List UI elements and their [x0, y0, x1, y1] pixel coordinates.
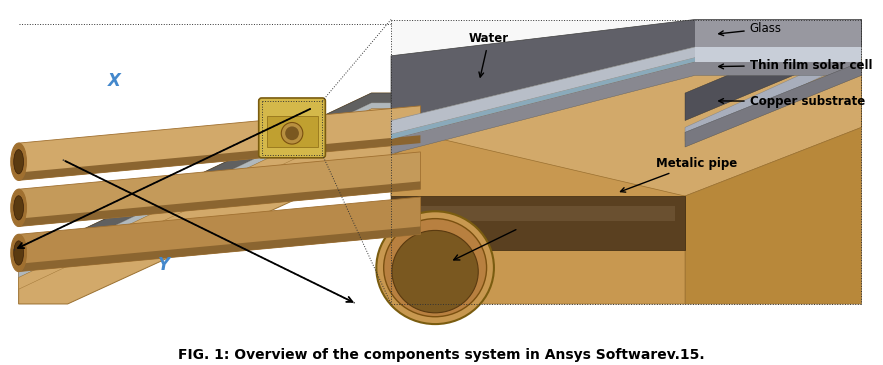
Polygon shape: [685, 47, 862, 141]
Polygon shape: [685, 54, 862, 304]
Text: Y: Y: [158, 256, 170, 274]
Text: Thin film solar cell: Thin film solar cell: [719, 58, 872, 72]
Polygon shape: [695, 19, 862, 47]
Polygon shape: [685, 62, 862, 147]
Ellipse shape: [392, 230, 479, 313]
Ellipse shape: [282, 123, 303, 144]
Ellipse shape: [14, 241, 24, 265]
Ellipse shape: [11, 189, 26, 226]
FancyBboxPatch shape: [259, 98, 325, 158]
Polygon shape: [391, 19, 862, 120]
Polygon shape: [19, 93, 420, 272]
Ellipse shape: [14, 196, 24, 220]
Text: X: X: [109, 72, 121, 90]
Polygon shape: [391, 196, 685, 250]
Text: Glass: Glass: [719, 22, 781, 36]
Ellipse shape: [285, 126, 299, 140]
Polygon shape: [19, 135, 420, 180]
Text: Metalic pipe: Metalic pipe: [621, 157, 737, 192]
Polygon shape: [19, 152, 420, 226]
Polygon shape: [19, 93, 420, 304]
Ellipse shape: [11, 234, 26, 272]
Polygon shape: [391, 127, 685, 304]
Polygon shape: [391, 19, 862, 304]
Polygon shape: [391, 206, 675, 220]
Ellipse shape: [11, 143, 26, 180]
Polygon shape: [19, 109, 420, 289]
Ellipse shape: [376, 211, 494, 324]
Polygon shape: [391, 54, 862, 196]
Ellipse shape: [384, 219, 487, 317]
Polygon shape: [391, 47, 862, 134]
Polygon shape: [685, 19, 862, 120]
Polygon shape: [19, 181, 420, 226]
Polygon shape: [19, 226, 420, 272]
Ellipse shape: [14, 150, 24, 174]
Text: FIG. 1: Overview of the components system in Ansys Softwarev.15.: FIG. 1: Overview of the components syste…: [177, 348, 705, 362]
Text: Water: Water: [469, 32, 509, 77]
Polygon shape: [267, 116, 318, 147]
Polygon shape: [391, 58, 862, 139]
Polygon shape: [695, 47, 862, 62]
Polygon shape: [19, 197, 420, 272]
Polygon shape: [19, 103, 420, 277]
Polygon shape: [391, 62, 862, 154]
Text: Copper substrate: Copper substrate: [719, 95, 865, 108]
Polygon shape: [19, 106, 420, 180]
